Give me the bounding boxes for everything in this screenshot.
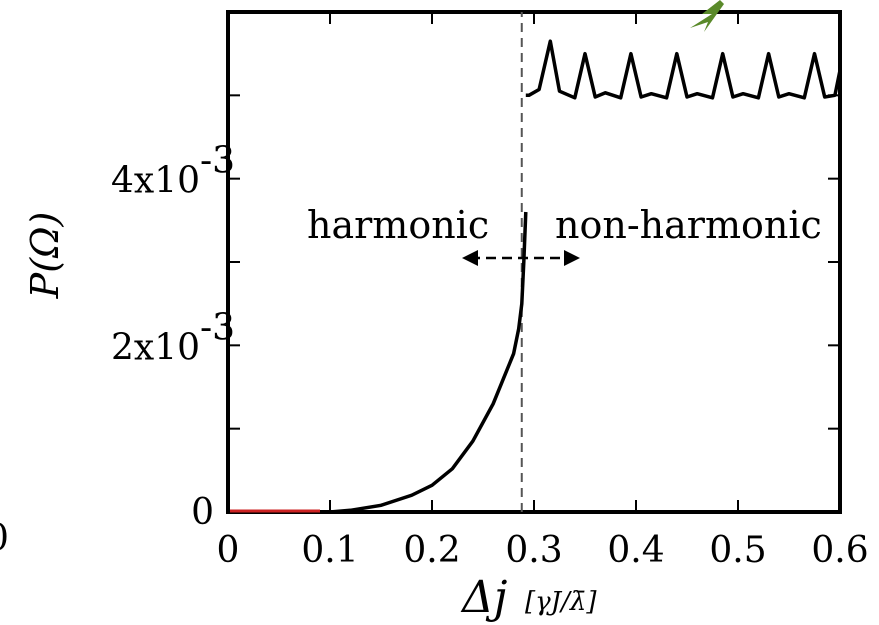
annotation-non-harmonic: non-harmonic: [555, 203, 822, 247]
x-tick-label: 0.1: [301, 530, 358, 571]
ticks: [227, 11, 841, 513]
x-tick-label: 0.2: [403, 530, 460, 571]
x-tick-label: 0.4: [607, 530, 664, 571]
green-arrow-icon: [690, 0, 724, 32]
x-axis-unit: [γJ/λ̄]: [525, 587, 597, 617]
x-tick-labels: 0 0.1 0.2 0.3 0.4 0.5 0.6: [217, 530, 869, 571]
x-tick-label: 0.6: [811, 530, 868, 571]
y-tick-label: 0: [191, 492, 214, 533]
cropped-left-glyph: 0: [0, 518, 9, 559]
y-tick-label: 4x10: [111, 161, 200, 202]
y-tick-label: 2x10: [111, 327, 200, 368]
x-tick-label: 0.3: [505, 530, 562, 571]
plot-frame: [226, 10, 842, 514]
y-axis-label: P(Ω): [23, 212, 67, 300]
x-tick-label: 0.5: [709, 530, 766, 571]
double-arrow: [462, 250, 580, 266]
annotation-harmonic: harmonic: [307, 203, 489, 247]
x-tick-label: 0: [217, 530, 240, 571]
series-harmonic-curve: [228, 211, 528, 514]
y-tick-exponent: -3: [200, 307, 235, 348]
series-nonharmonic-curve: [525, 39, 842, 100]
y-tick-exponent: -3: [200, 141, 235, 182]
x-axis-label: Δj: [460, 572, 507, 623]
